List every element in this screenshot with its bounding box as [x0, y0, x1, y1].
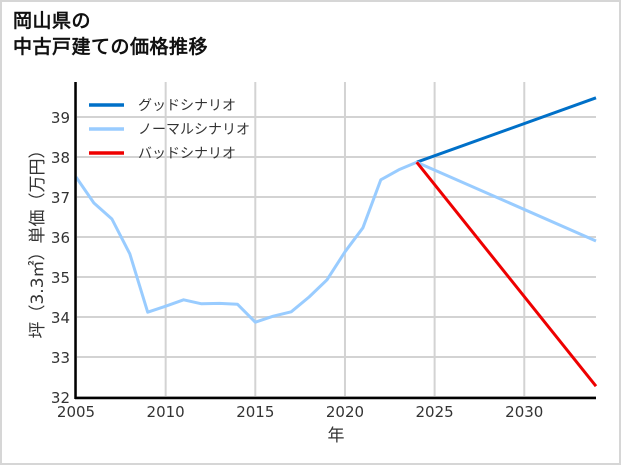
series-line-1: [74, 160, 597, 324]
y-tick-label: 34: [51, 309, 70, 327]
y-tick-label: 35: [51, 269, 70, 287]
legend-label-2: バッドシナリオ: [138, 146, 236, 162]
y-tick-label: 36: [51, 229, 70, 247]
y-axis-label: 坪（3.3㎡）単価（万円）: [28, 141, 48, 338]
y-tick-labels: 32 33 34 35 36 37 38 39: [51, 109, 70, 407]
x-tick-label: 2020: [326, 403, 364, 421]
legend-label-1: ノーマルシナリオ: [138, 122, 250, 138]
x-tick-label: 2010: [147, 403, 185, 421]
chart-title-line2: 中古戸建ての価格推移: [13, 36, 209, 58]
y-tick-label: 32: [51, 389, 70, 407]
x-tick-label: 2015: [236, 403, 274, 421]
x-tick-labels: 2005 2010 2015 2020 2025 2030: [57, 403, 543, 421]
series-line-2: [415, 161, 598, 388]
y-tick-label: 38: [51, 149, 70, 167]
x-tick-label: 2025: [416, 403, 454, 421]
data-series: [74, 96, 598, 388]
x-tick-label: 2030: [505, 403, 543, 421]
y-tick-label: 39: [51, 109, 70, 127]
x-axis-label: 年: [328, 426, 345, 446]
series-line-0: [416, 96, 597, 164]
chart-title-line1: 岡山県の: [13, 10, 92, 32]
y-tick-label: 37: [51, 189, 70, 207]
axes: [74, 82, 596, 400]
y-tick-label: 33: [51, 349, 70, 367]
chart-title: 岡山県の 中古戸建ての価格推移: [13, 8, 208, 60]
legend-label-0: グッドシナリオ: [138, 98, 236, 114]
x-tick-label: 2005: [57, 403, 95, 421]
